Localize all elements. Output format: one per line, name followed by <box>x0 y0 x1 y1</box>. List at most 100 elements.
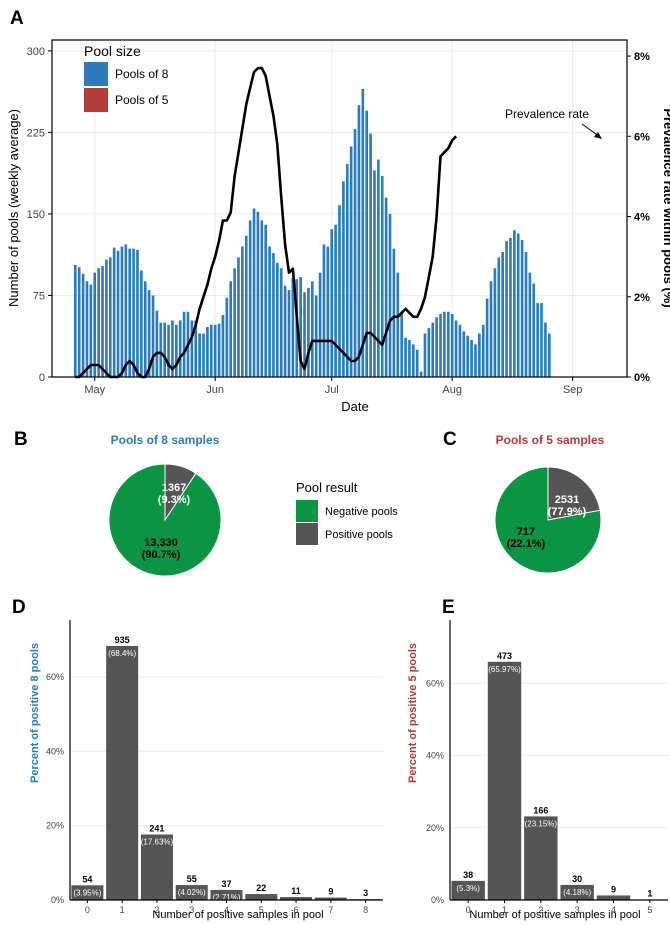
bar <box>175 885 208 900</box>
bar-count-label: 1 <box>647 888 652 898</box>
bar-pool8 <box>128 248 132 377</box>
bar-pool8 <box>485 298 489 377</box>
bar-pool8 <box>244 235 248 377</box>
chart-a: 0 75 150 225 300 0% 2% 4% 6% 8% May Jun Jul Aug Sep <box>27 40 650 396</box>
tick-label-a-month: Jun <box>206 384 224 396</box>
bar-pool8 <box>108 257 112 377</box>
bar-pool8 <box>217 323 221 377</box>
bar-pool8 <box>233 268 236 377</box>
tick-label-x: 4 <box>224 905 229 915</box>
bar-pool8 <box>171 320 174 377</box>
bar-pool8 <box>439 313 442 377</box>
tick-label-y: 40% <box>46 746 64 756</box>
bar-pool8 <box>536 303 539 377</box>
bar-pool8 <box>334 224 337 377</box>
bar-pool8 <box>93 272 97 377</box>
tick-label-x: 1 <box>120 905 125 915</box>
bar-count-label: 166 <box>533 805 548 815</box>
bar-pool8 <box>167 324 170 377</box>
pie-label-count: 2531 <box>555 494 579 506</box>
bar-pct-label: (5.3%) <box>456 884 480 893</box>
pie-legend-title: Pool result <box>296 480 358 495</box>
bar-pool8 <box>314 295 318 377</box>
bar-pool8 <box>194 320 198 377</box>
panel-label-d: D <box>12 597 26 618</box>
bar-pool8 <box>132 248 135 377</box>
pie-slice-negative <box>108 463 222 577</box>
bar-pool8 <box>524 251 528 377</box>
tick-label-a-month: Aug <box>442 384 462 396</box>
bar-pool8 <box>505 241 508 377</box>
chart-a-annotation-arrowhead <box>594 132 602 139</box>
tick-label-x: 6 <box>294 905 299 915</box>
bar <box>451 880 485 900</box>
chart-d-ylabel: Percent of positive 8 pools <box>29 643 41 783</box>
chart-d-xlabel: Number of positive samples in pool <box>152 909 323 921</box>
bar-pool8 <box>497 257 501 377</box>
bar-pool8 <box>528 272 532 377</box>
bar-pool8 <box>206 326 209 377</box>
bar-pool8 <box>303 292 306 377</box>
tick-label-a-month: May <box>84 384 105 396</box>
bar-pct-label: (23.15%) <box>525 819 558 828</box>
bar-count-label: 37 <box>221 879 231 889</box>
bar-pool8 <box>105 259 108 377</box>
tick-label-x: 3 <box>189 905 194 915</box>
legend-a-label-pool8: Pools of 8 <box>115 67 169 81</box>
bar-pool8 <box>279 268 283 377</box>
bar-pool8 <box>345 163 349 377</box>
pie-label-count: 13,330 <box>144 537 178 549</box>
bar <box>245 894 278 900</box>
pie-legend-swatch-negative <box>296 500 318 522</box>
bar-pool8 <box>450 313 454 377</box>
bar-pool8 <box>120 246 124 377</box>
chart-b-title: Pools of 8 samples <box>111 433 220 447</box>
bar-pool8 <box>283 285 287 377</box>
bar-pool8 <box>147 290 151 377</box>
bar-pool8 <box>466 335 470 377</box>
bar-count-label: 935 <box>115 635 130 645</box>
bar-pool8 <box>229 281 233 377</box>
bar-pool8 <box>411 344 415 377</box>
bar-pool8 <box>516 233 520 377</box>
tick-label-y: 60% <box>426 678 444 688</box>
tick-label-a-left: 225 <box>27 127 45 139</box>
pie-label-pct: (90.7%) <box>142 549 181 561</box>
bar-pool8 <box>380 175 384 377</box>
tick-label-x: 0 <box>466 905 471 915</box>
bar-pool8 <box>478 333 481 377</box>
bar-pool8 <box>116 250 120 377</box>
bar-pool8 <box>322 244 326 377</box>
bar-pool8 <box>256 211 260 377</box>
bar-pool8 <box>423 333 427 377</box>
chart-e: 0% 20% 40% 60% 38 (5.3%) 0 473 (65.97%) 1 166 (23.1… <box>426 620 668 915</box>
chart-a-ylabel: Number of pools (weekly average) <box>6 109 21 307</box>
bar-pct-label: (65.97%) <box>488 665 521 674</box>
tick-label-a-month: Jul <box>325 384 339 396</box>
tick-label-a-left: 300 <box>27 46 45 58</box>
legend-a-label-pool5: Pools of 5 <box>115 93 169 107</box>
panel-label-b: B <box>14 429 28 450</box>
panel-label-e: E <box>442 597 455 618</box>
bar-pool8 <box>182 311 186 377</box>
bar-pool8 <box>143 281 147 377</box>
tick-label-y: 40% <box>426 751 444 761</box>
bar-count-label: 241 <box>149 824 164 834</box>
tick-label-a-right: 6% <box>634 131 650 143</box>
tick-label-a-month: Sep <box>563 384 583 396</box>
tick-label-x: 7 <box>328 905 333 915</box>
bar-pool8 <box>248 220 252 377</box>
chart-a-annotation: Prevalence rate <box>505 107 589 121</box>
pie-legend-label-negative: Negative pools <box>325 506 398 518</box>
chart-b: 13,330(90.7%) 1367(9.3%) <box>108 463 222 577</box>
bar-pool8 <box>163 322 166 377</box>
bar-pool8 <box>408 340 411 377</box>
bar-pool8 <box>318 272 322 377</box>
tick-label-y: 0% <box>431 895 444 905</box>
bar <box>314 897 347 900</box>
bar-count-label: 9 <box>611 884 616 894</box>
chart-d: 0%20%40%60%54(3.95%)0935(68.4%)1241(17.6… <box>46 620 383 915</box>
bar <box>210 889 243 900</box>
bar-pool8 <box>377 159 380 377</box>
tick-label-y: 60% <box>46 672 64 682</box>
